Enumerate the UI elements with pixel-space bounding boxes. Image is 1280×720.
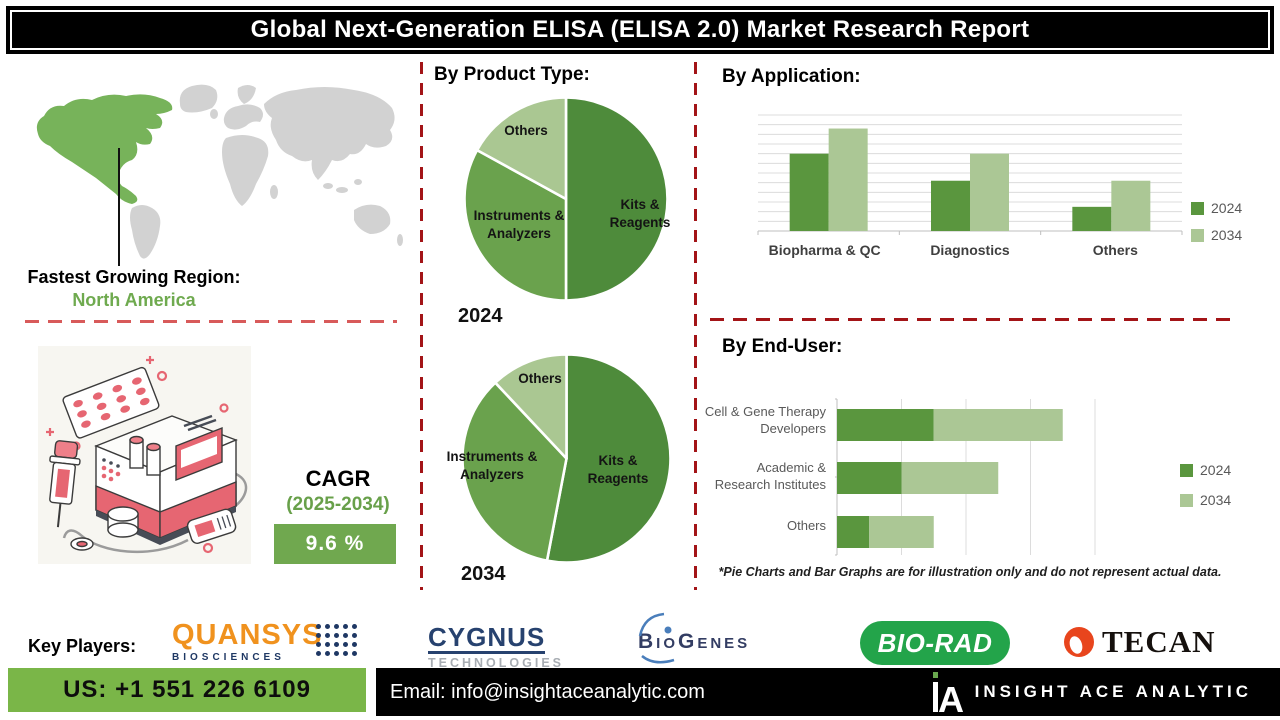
cagr-period: (2025-2034) <box>286 494 390 515</box>
cygnus-wordmark: CYGNUS <box>428 623 546 655</box>
key-players-label: Key Players: <box>28 636 137 656</box>
south-america-shape <box>130 205 161 259</box>
cagr-value: 9.6 % <box>305 532 365 555</box>
application-legend-2034: 2034 <box>1191 227 1242 243</box>
pie2-year: 2034 <box>461 563 506 585</box>
pie1-label-kits: Kits & Reagents <box>609 197 671 230</box>
region-value: North America <box>72 289 196 310</box>
legend-label-2034: 2034 <box>1211 227 1243 243</box>
email-address: Email: info@insightaceanalytic.com <box>390 680 705 703</box>
end-user-heading: By End-User: <box>722 336 843 357</box>
greenland-shape <box>179 84 218 113</box>
pie1-year: 2024 <box>458 305 503 327</box>
legend-swatch-2034 <box>1191 228 1204 242</box>
fastest-growing-region: Fastest Growing Region: North America <box>22 266 246 311</box>
contact-bar: Email: info@insightaceanalytic.com A INS… <box>376 668 1280 716</box>
brand-name: INSIGHT ACE ANALYTIC <box>974 682 1252 701</box>
quansys-wordmark: QUANSYS <box>172 619 323 651</box>
australia-shape <box>354 204 391 234</box>
biorad-wordmark: BIO-RAD <box>877 627 993 658</box>
application-category: Diagnostics <box>930 242 1010 258</box>
application-heading: By Application: <box>722 66 861 87</box>
left-divider-dashed <box>25 320 397 323</box>
phone-bar: US: +1 551 226 6109 <box>8 668 366 712</box>
title-banner-frame: Global Next-Generation ELISA (ELISA 2.0)… <box>10 10 1270 50</box>
pie2-label-others: Others <box>518 371 562 386</box>
africa-shape <box>222 135 269 206</box>
logo-tecan: TECAN <box>1062 624 1216 660</box>
divider-right-dashed <box>694 62 697 590</box>
application-legend-2024: 2024 <box>1191 200 1242 216</box>
application-bar-chart <box>757 114 1183 235</box>
tecan-circle-icon <box>1064 627 1094 657</box>
end-user-category: Others <box>786 518 826 533</box>
world-map <box>36 84 403 259</box>
biogenes-swoosh-icon <box>638 612 675 664</box>
cagr-value-box: 9.6 % <box>274 524 396 564</box>
pie-chart-2034 <box>461 353 672 564</box>
brand-block: A INSIGHT ACE ANALYTIC <box>932 672 1252 712</box>
logo-quansys: QUANSYS BIOSCIENCES <box>172 621 372 663</box>
phone-number: US: +1 551 226 6109 <box>63 676 311 703</box>
pie1-label-others: Others <box>504 123 548 138</box>
legend-swatch-2024 <box>1180 463 1193 477</box>
application-category: Others <box>1092 242 1138 258</box>
asia-shape <box>264 87 395 180</box>
svg-text:A: A <box>938 679 963 712</box>
legend-label-2034: 2034 <box>1200 492 1232 508</box>
disclaimer-note: *Pie Charts and Bar Graphs are for illus… <box>718 565 1222 579</box>
end-user-bar-chart <box>835 398 1096 556</box>
cygnus-subtext: TECHNOLOGIES <box>428 656 565 671</box>
tecan-wordmark: TECAN <box>1102 624 1216 659</box>
end-user-legend-2034: 2034 <box>1180 492 1231 508</box>
page-title: Global Next-Generation ELISA (ELISA 2.0)… <box>250 16 1030 43</box>
legend-swatch-2034 <box>1180 493 1193 507</box>
end-user-category: Academic & Research Institutes <box>714 460 826 492</box>
europe-shape <box>223 104 263 130</box>
divider-left-dashed <box>420 62 423 590</box>
insight-ace-logo-icon: A <box>932 672 963 712</box>
biogenes-wordmark: BioGenes <box>638 630 751 653</box>
application-category: Biopharma & QC <box>768 242 881 258</box>
legend-swatch-2024 <box>1191 201 1204 215</box>
logo-biorad: BIO-RAD <box>860 621 1010 665</box>
map-pointer-line <box>118 148 120 266</box>
pie1-label-instruments: Instruments & Analyzers <box>473 208 565 241</box>
pie2-label-instruments: Instruments & Analyzers <box>446 449 538 482</box>
region-label: Fastest Growing Region: <box>27 267 241 287</box>
quansys-subtext: BIOSCIENCES <box>172 652 285 663</box>
elisa-analyzer-illustration <box>38 346 251 564</box>
end-user-legend-2024: 2024 <box>1180 462 1231 478</box>
product-type-heading: By Product Type: <box>434 64 590 85</box>
legend-label-2024: 2024 <box>1200 462 1232 478</box>
title-banner: Global Next-Generation ELISA (ELISA 2.0)… <box>6 6 1274 54</box>
right-divider-dashed <box>710 318 1230 321</box>
end-user-category: Cell & Gene Therapy Developers <box>704 404 826 436</box>
pie-chart-2024 <box>463 96 669 302</box>
quansys-dots-icon <box>316 624 361 660</box>
pie2-label-kits: Kits & Reagents <box>587 453 649 486</box>
north-america-highlight <box>36 94 173 204</box>
legend-label-2024: 2024 <box>1211 200 1243 216</box>
cagr-label: CAGR <box>305 466 371 491</box>
analyzer-drawing <box>46 356 248 554</box>
application-categories: Biopharma & QC Diagnostics Others <box>752 242 1188 258</box>
logo-cygnus: CYGNUS TECHNOLOGIES <box>428 623 565 671</box>
logo-biogenes: BioGenes <box>638 612 751 664</box>
